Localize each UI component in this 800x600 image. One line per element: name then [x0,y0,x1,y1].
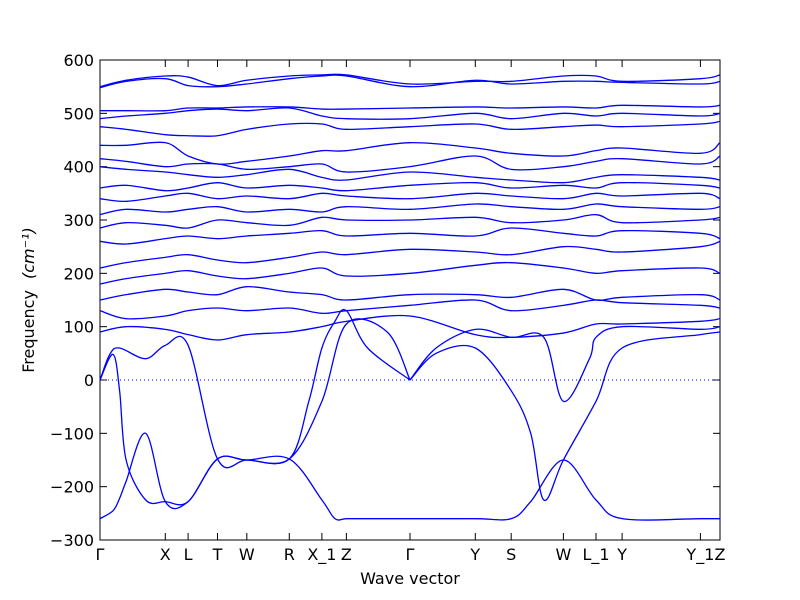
plot-area [99,59,721,541]
x-tick-label: Γ [96,545,105,564]
y-tick-label: 600 [63,51,94,70]
y-tick-labels: −300 −200 −100 0 100 200 300 400 500 600 [50,51,94,550]
x-tick-label: Z [341,545,352,564]
dispersion-branch [99,166,721,184]
y-axis-label-unit: (cm⁻¹) [19,227,38,279]
dispersion-branch [99,214,721,229]
dispersion-branch [99,107,721,120]
y-tick-label: 0 [84,371,94,390]
dispersion-branch [99,308,411,506]
x-tick-label: Y_1 [685,545,714,565]
dispersion-branch [99,261,721,285]
x-tick-label: T [212,545,223,564]
x-tick-label: W [555,545,571,564]
plot-frame [99,59,721,541]
x-tick-labels: Γ X L T W R X_1 Z Γ Y S W L_1 Y Y_1 Z [96,545,726,565]
x-tick-label: Y [616,545,627,564]
x-tick-label: Γ [406,545,415,564]
x-tick-label: R [284,545,295,564]
x-tick-label: Z [715,545,726,564]
y-tick-label: 200 [63,264,94,283]
y-tick-label: 300 [63,211,94,230]
dispersion-branch [100,104,721,112]
dispersion-branch [99,120,721,137]
dispersion-branch [99,192,721,203]
dispersion-branch [99,318,411,469]
y-tick-label: 400 [63,158,94,177]
dispersion-branch [99,73,721,88]
dispersion-branch [99,155,721,173]
y-tick-label: −300 [50,531,94,550]
y-tick-label: −100 [50,424,94,443]
dispersion-branch [99,314,721,341]
dispersion-series [99,73,721,521]
dispersion-branch [410,459,720,521]
dispersion-branch [99,203,721,216]
y-tick-label: −200 [50,478,94,497]
y-tick-label: 100 [63,318,94,337]
x-tick-label: L [184,545,193,564]
dispersion-branch [99,74,721,89]
y-axis-label: Frequency (cm⁻¹) [19,227,38,372]
y-axis-label-text: Frequency [19,290,38,373]
dispersion-branch [99,286,721,301]
dispersion-branch [99,141,721,165]
x-axis-label: Wave vector [360,569,460,588]
axis-ticks [99,59,721,541]
dispersion-branch [99,227,721,245]
x-tick-label: X_1 [307,545,336,565]
dispersion-branch [409,331,721,501]
dispersion-branch [99,432,410,521]
x-tick-label: W [239,545,255,564]
x-tick-label: Y [469,545,480,564]
x-tick-label: S [506,545,516,564]
y-tick-label: 500 [63,104,94,123]
x-tick-label: X [160,545,171,564]
dispersion-branch [99,181,721,192]
x-tick-label: L_1 [582,545,609,565]
dispersion-branch [99,240,721,269]
